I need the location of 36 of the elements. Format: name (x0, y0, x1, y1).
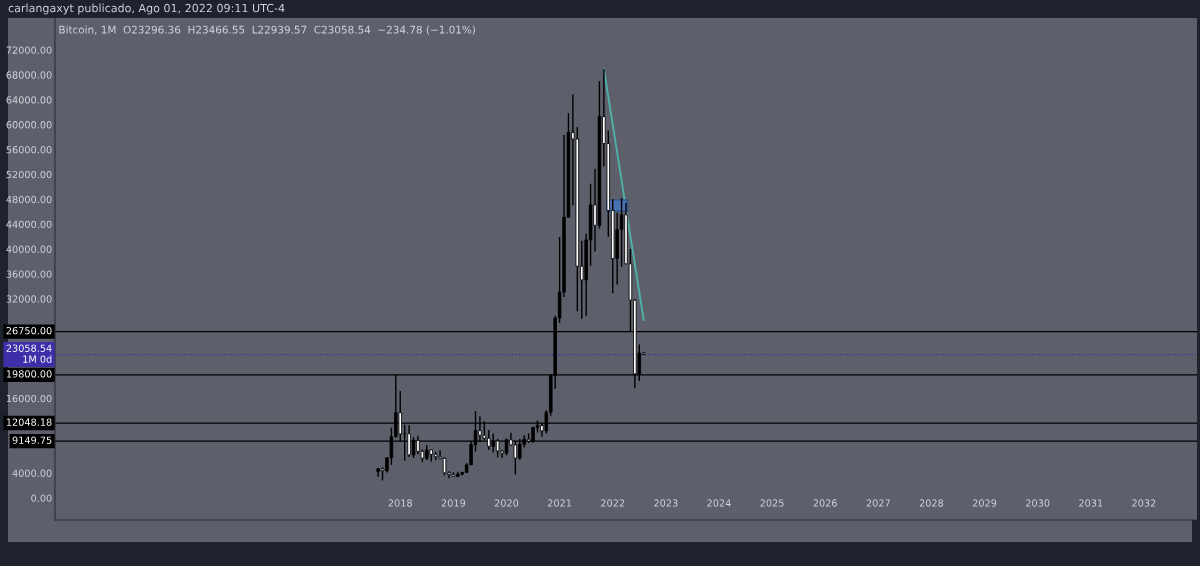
x-tick-label: 2025 (760, 499, 784, 507)
y-tick-label: 60000.00 (6, 121, 52, 129)
x-tick-label: 2027 (866, 499, 890, 507)
x-tick-label: 2026 (813, 499, 837, 507)
y-tick-label: 44000.00 (6, 220, 52, 229)
y-tick-label: 40000.00 (6, 245, 52, 253)
y-tick-label: 72000.00 (6, 46, 52, 54)
x-tick-label: 2022 (601, 499, 625, 507)
x-tick-label: 2029 (972, 499, 997, 507)
y-tick-label: 52000.00 (6, 170, 52, 179)
y-tick-label: 48000.00 (6, 195, 52, 204)
x-tick-label: 2018 (388, 499, 412, 507)
y-tick-label: 68000.00 (6, 71, 52, 79)
x-tick-label: 2031 (1079, 499, 1103, 507)
y-tick-label: 64000.00 (6, 96, 52, 104)
x-tick-label: 2023 (654, 499, 678, 507)
y-tick-label: 56000.00 (6, 146, 52, 154)
y-tick-label: 36000.00 (6, 270, 52, 278)
x-tick-label: 2019 (441, 499, 466, 507)
ref-line-label: 19800.00 (6, 370, 52, 378)
x-tick-label: 2021 (547, 499, 572, 507)
ref-line-label: 12048.18 (6, 418, 52, 426)
x-tick-label: 2032 (1132, 499, 1156, 507)
x-tick-label: 2030 (1025, 499, 1050, 507)
y-tick-label: 16000.00 (6, 394, 52, 403)
y-tick-label: 0.00 (31, 494, 52, 502)
text: carlangaxyt publicado, Ago 01, 2022 09:11 UTC-4 (8, 3, 285, 15)
x-tick-label: 2024 (707, 499, 731, 507)
y-tick-label: 32000.00 (6, 295, 52, 303)
ref-line-label: 23058.54 1M 0d (6, 344, 52, 363)
ref-line-label: 9149.75 (12, 436, 52, 444)
x-tick-label: 2020 (494, 499, 519, 507)
y-tick-label: 4000.00 (12, 469, 52, 477)
ref-line-label: 26750.00 (6, 327, 52, 335)
x-tick-label: 2028 (919, 499, 944, 507)
text: Bitcoin, 1M O23296.36 H23466.55 L22939.57 C23058.54 −234.78 (−1.01%) (59, 25, 475, 35)
